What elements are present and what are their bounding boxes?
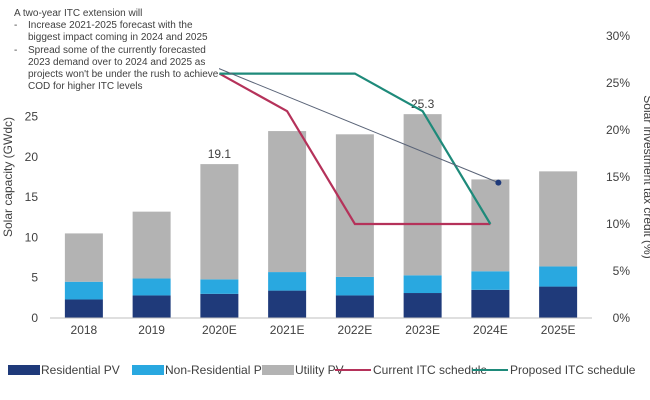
bar-residential-pv-2019 <box>132 295 171 318</box>
chart-canvas: 051015202530350%5%10%15%20%25%30%Solar c… <box>1 29 650 337</box>
bar-residential-pv-2022e <box>335 295 374 318</box>
y-right-tick-label: 25% <box>606 76 630 90</box>
y-tick-label: 10 <box>25 230 39 244</box>
bar-utility-pv-2018 <box>64 233 103 282</box>
bar-non-residential-pv-2018 <box>64 281 103 300</box>
y-tick-label: 15 <box>25 190 39 204</box>
y-right-tick-label: 20% <box>606 123 630 137</box>
bar-non-residential-pv-2020e <box>200 279 239 294</box>
legend-swatch-residential <box>8 365 40 375</box>
bar-residential-pv-2020e <box>200 293 239 318</box>
bar-non-residential-pv-2019 <box>132 278 171 296</box>
x-tick-label: 2025E <box>541 323 576 337</box>
legend-swatch-non-residential <box>132 365 164 375</box>
legend-line-current-itc <box>335 369 371 371</box>
y-right-axis-title: Solar investment tax credit (%) <box>641 95 650 258</box>
annotation-bullet-1-text: Increase 2021-2025 forecast with the big… <box>28 20 208 44</box>
annotation-title: A two-year ITC extension will <box>14 8 143 19</box>
annotation-pointer-line <box>197 59 499 184</box>
data-label-2020e: 19.1 <box>208 147 232 161</box>
bar-non-residential-pv-2021e <box>268 272 307 291</box>
bar-utility-pv-2022e <box>335 134 374 277</box>
y-tick-label: 25 <box>25 110 39 124</box>
annotation-box: A two-year ITC extension will - Increase … <box>14 8 219 94</box>
x-tick-label: 2021E <box>270 323 305 337</box>
y-tick-label: 20 <box>25 150 39 164</box>
bar-non-residential-pv-2022e <box>335 276 374 296</box>
legend-item-non-residential: Non-Residential PV <box>132 363 270 377</box>
y-tick-label: 5 <box>31 271 38 285</box>
bar-utility-pv-2024e <box>471 179 510 272</box>
y-right-tick-label: 30% <box>606 29 630 43</box>
legend-swatch-utility <box>262 365 294 375</box>
bar-non-residential-pv-2024e <box>471 271 510 290</box>
x-tick-label: 2022E <box>338 323 373 337</box>
x-tick-label: 2018 <box>71 323 98 337</box>
bar-utility-pv-2025e <box>539 171 578 267</box>
x-tick-label: 2023E <box>405 323 440 337</box>
legend-line-proposed-itc <box>472 369 508 371</box>
bar-residential-pv-2024e <box>471 289 510 318</box>
bar-non-residential-pv-2025e <box>539 266 578 287</box>
line-proposed-itc-schedule <box>219 72 492 225</box>
y-right-tick-label: 15% <box>606 170 630 184</box>
bar-utility-pv-2019 <box>132 211 171 279</box>
legend-item-current-itc: Current ITC schedule <box>335 363 487 377</box>
bar-residential-pv-2021e <box>268 290 307 318</box>
legend-label-residential: Residential PV <box>41 363 120 377</box>
bar-residential-pv-2023e <box>403 293 442 318</box>
x-tick-label: 2019 <box>138 323 165 337</box>
legend-label-current-itc: Current ITC schedule <box>373 363 488 377</box>
legend-label-proposed-itc: Proposed ITC schedule <box>510 363 636 377</box>
line-current-itc-schedule <box>218 72 491 226</box>
y-right-tick-label: 10% <box>606 217 630 231</box>
bar-utility-pv-2023e <box>403 114 442 276</box>
data-label-2023e: 25.3 <box>411 97 435 111</box>
legend: Residential PV Non-Residential PV Utilit… <box>0 360 650 384</box>
y-tick-label: 0 <box>31 311 38 325</box>
y-axis-title: Solar capacity (GWdc) <box>1 117 15 237</box>
bar-non-residential-pv-2023e <box>403 275 442 294</box>
legend-item-proposed-itc: Proposed ITC schedule <box>472 363 635 377</box>
annotation-bullet-2: - Spread some of the currently forecasted… <box>14 44 219 93</box>
legend-label-utility: Utility PV <box>295 363 344 377</box>
bar-utility-pv-2020e <box>200 164 239 280</box>
annotation-bullet-2-text: Spread some of the currently forecasted … <box>28 44 219 93</box>
legend-item-residential: Residential PV <box>8 363 120 377</box>
bar-residential-pv-2018 <box>64 299 103 318</box>
y-right-tick-label: 5% <box>613 264 631 278</box>
bar-residential-pv-2025e <box>539 286 578 318</box>
x-tick-label: 2020E <box>202 323 237 337</box>
legend-label-non-residential: Non-Residential PV <box>165 363 270 377</box>
x-tick-label: 2024E <box>473 323 508 337</box>
annotation-pointer-dot <box>495 179 502 186</box>
legend-item-utility: Utility PV <box>262 363 344 377</box>
y-right-tick-label: 0% <box>613 311 631 325</box>
annotation-bullet-1: - Increase 2021-2025 forecast with the bi… <box>14 20 208 44</box>
bar-utility-pv-2021e <box>268 131 307 273</box>
